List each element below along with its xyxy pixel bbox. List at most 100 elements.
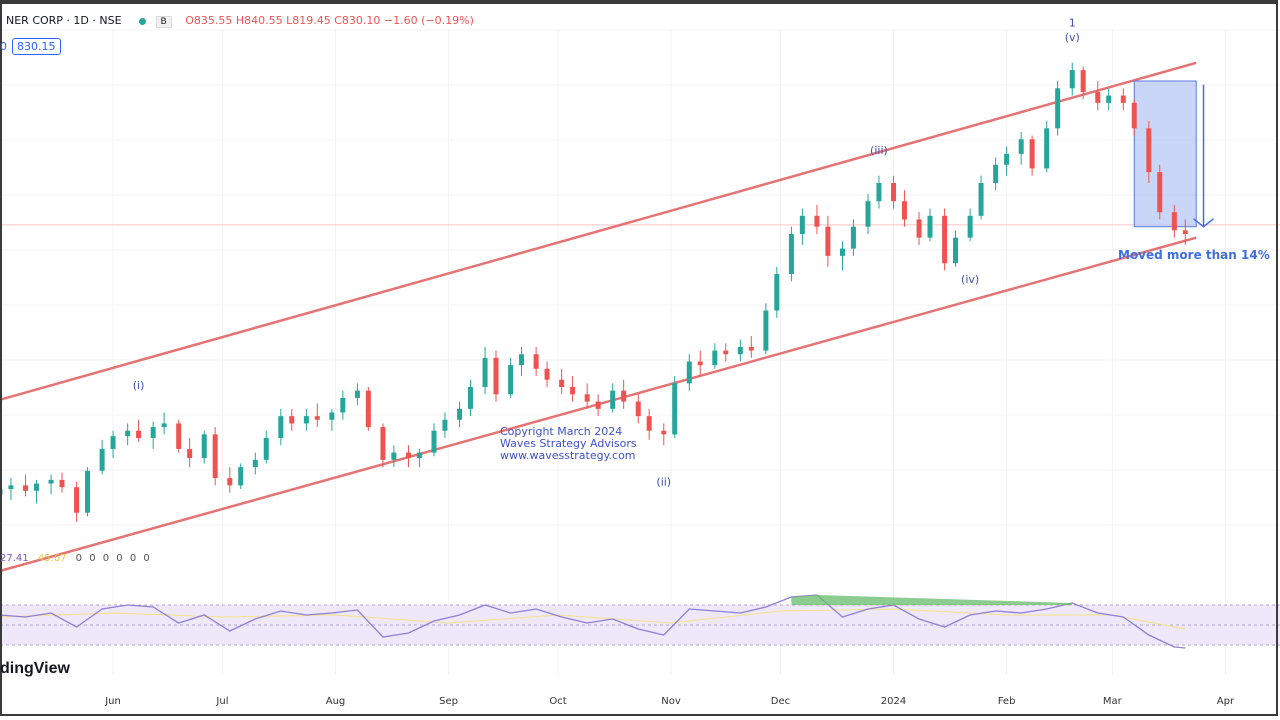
candle xyxy=(354,390,360,398)
candle xyxy=(763,310,769,351)
candle xyxy=(788,234,794,275)
candle xyxy=(686,361,692,384)
candle xyxy=(1171,212,1177,231)
candle xyxy=(814,215,820,227)
candle xyxy=(1146,128,1152,173)
wave-label: (iv) xyxy=(961,273,979,286)
candle xyxy=(99,448,105,471)
candle xyxy=(33,483,39,491)
candle xyxy=(238,467,244,486)
wave-label: (i) xyxy=(133,379,145,392)
channel-lower-line xyxy=(0,236,1197,573)
x-tick-label: Feb xyxy=(998,696,1016,707)
chart-header: NER CORP · 1D · NSE B O835.55 H840.55 L8… xyxy=(6,14,474,28)
candle xyxy=(635,401,641,417)
candle xyxy=(901,201,907,220)
candle xyxy=(978,183,984,216)
x-tick-label: Dec xyxy=(771,696,790,707)
candle xyxy=(953,237,959,264)
candle xyxy=(187,448,193,459)
candle xyxy=(850,226,856,249)
candle xyxy=(442,419,448,431)
x-tick-label: Nov xyxy=(661,696,681,707)
candle xyxy=(252,459,258,468)
candle xyxy=(712,350,718,366)
candle xyxy=(431,430,437,453)
candle xyxy=(48,479,54,484)
candle xyxy=(467,387,473,409)
candle xyxy=(723,350,729,355)
candle xyxy=(340,397,346,413)
candle xyxy=(1106,95,1112,103)
candle xyxy=(380,427,386,460)
x-tick-label: Mar xyxy=(1103,696,1123,707)
candle xyxy=(916,219,922,238)
candle xyxy=(1069,70,1075,89)
copyright-note: Copyright March 2024 Waves Strategy Advi… xyxy=(500,426,637,462)
copyright-line: Waves Strategy Advisors xyxy=(500,437,637,450)
candle xyxy=(405,452,411,459)
candle xyxy=(595,401,601,409)
rsi-band xyxy=(0,605,1280,645)
candle xyxy=(176,423,182,449)
candle xyxy=(365,390,371,428)
candle xyxy=(201,434,207,459)
candle xyxy=(544,368,550,380)
candle xyxy=(136,430,142,438)
candle xyxy=(508,365,514,395)
candle xyxy=(59,479,65,488)
x-tick-label: 2024 xyxy=(881,696,906,707)
candle xyxy=(1055,88,1061,129)
rsi-ma-value: 45.67 xyxy=(37,553,67,564)
candle xyxy=(993,164,999,183)
candle xyxy=(263,438,269,460)
candle xyxy=(278,416,284,438)
candle xyxy=(482,357,488,387)
candle xyxy=(1120,95,1126,103)
candle xyxy=(74,487,80,513)
candle xyxy=(661,430,667,435)
candle xyxy=(391,452,397,460)
candle xyxy=(748,346,754,351)
candle xyxy=(1095,91,1101,103)
candle xyxy=(303,416,309,424)
candle xyxy=(329,412,335,420)
copyright-line: www.wavesstrategy.com xyxy=(500,449,636,462)
symbol-label[interactable]: NER CORP · 1D · NSE xyxy=(6,14,122,27)
copyright-line: Copyright March 2024 xyxy=(500,425,623,438)
candle xyxy=(737,346,743,355)
candle xyxy=(493,357,499,395)
candle xyxy=(1182,230,1188,234)
candle xyxy=(519,354,525,366)
candle xyxy=(85,470,91,513)
candle xyxy=(559,379,565,387)
candle xyxy=(621,390,627,402)
candle xyxy=(1029,139,1035,169)
wave-label: (v) xyxy=(1065,31,1080,44)
market-status-icon xyxy=(139,17,147,25)
candle xyxy=(839,248,845,256)
candle xyxy=(697,361,703,366)
candle xyxy=(533,354,539,369)
wave-label: 1 xyxy=(1069,16,1076,29)
candle xyxy=(584,394,590,402)
badge: B xyxy=(155,16,172,28)
candle xyxy=(865,201,871,227)
candle xyxy=(212,434,218,479)
candle xyxy=(227,478,233,486)
candle xyxy=(1080,70,1086,92)
rsi-overbought-fill xyxy=(791,595,1073,605)
highlight-box xyxy=(1133,80,1197,228)
candle xyxy=(110,436,116,449)
candle xyxy=(891,183,897,202)
price-box[interactable]: 830.15 xyxy=(12,38,61,55)
candle xyxy=(457,408,463,420)
watermark-logo: dingView xyxy=(0,660,70,677)
rsi-header: 27.41 45.67 0 0 0 0 0 0 xyxy=(0,553,152,564)
candle xyxy=(825,226,831,256)
rsi-line xyxy=(0,594,1186,649)
x-tick-label: Jul xyxy=(215,696,228,707)
down-arrow-head xyxy=(1193,218,1214,228)
